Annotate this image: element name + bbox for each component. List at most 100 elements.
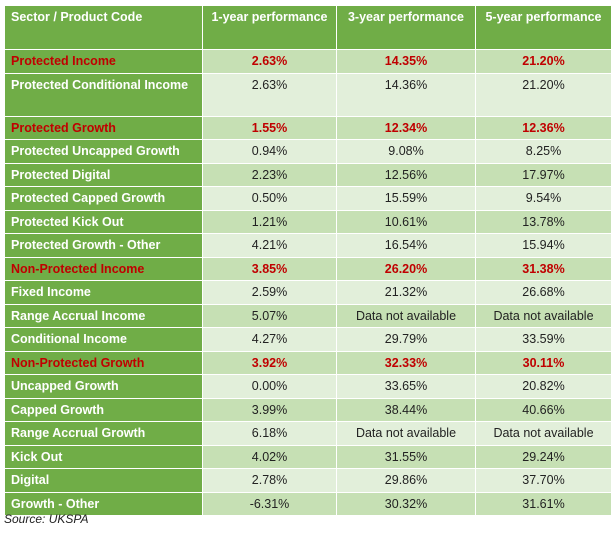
table-row: Uncapped Growth 0.00% 33.65% 20.82%: [4, 374, 612, 399]
table-row: Digital 2.78% 29.86% 37.70%: [4, 468, 612, 493]
cell-5-year: 13.78%: [475, 209, 612, 234]
row-label: Conditional Income: [4, 327, 203, 352]
table-row: Protected Income 2.63% 14.35% 21.20%: [4, 49, 612, 74]
cell-1-year: 1.55%: [202, 115, 337, 140]
table-row: Range Accrual Income 5.07% Data not availa…: [4, 303, 612, 328]
cell-1-year: 3.85%: [202, 256, 337, 281]
row-label: Fixed Income: [4, 280, 203, 305]
table-row: Protected Uncapped Growth 0.94% 9.08% 8.25%: [4, 139, 612, 164]
cell-3-year: 33.65%: [336, 374, 476, 399]
cell-5-year: 8.25%: [475, 139, 612, 164]
cell-3-year: 29.79%: [336, 327, 476, 352]
header-sector-product-code: Sector / Product Code: [4, 5, 203, 50]
row-label: Protected Income: [4, 49, 203, 74]
cell-3-year: 29.86%: [336, 468, 476, 493]
table-row: Protected Digital 2.23% 12.56% 17.97%: [4, 162, 612, 187]
cell-1-year: 2.23%: [202, 162, 337, 187]
cell-5-year: 31.38%: [475, 256, 612, 281]
cell-3-year: 21.32%: [336, 280, 476, 305]
cell-1-year: 4.27%: [202, 327, 337, 352]
cell-3-year: 9.08%: [336, 139, 476, 164]
cell-1-year: 3.92%: [202, 350, 337, 375]
performance-table: Sector / Product Code 1-year performance…: [4, 5, 612, 516]
cell-3-year: Data not available: [336, 303, 476, 328]
cell-5-year: Data not available: [475, 303, 612, 328]
cell-3-year: 38.44%: [336, 397, 476, 422]
cell-1-year: 1.21%: [202, 209, 337, 234]
cell-3-year: 16.54%: [336, 233, 476, 258]
row-label: Non-Protected Income: [4, 256, 203, 281]
row-label: Protected Digital: [4, 162, 203, 187]
header-3-year: 3-year performance: [336, 5, 476, 50]
cell-5-year: 33.59%: [475, 327, 612, 352]
row-label: Protected Conditional Income: [4, 72, 203, 117]
row-label: Protected Kick Out: [4, 209, 203, 234]
row-label: Protected Uncapped Growth: [4, 139, 203, 164]
table-row: Protected Kick Out 1.21% 10.61% 13.78%: [4, 209, 612, 234]
row-label: Protected Growth - Other: [4, 233, 203, 258]
header-5-year: 5-year performance: [475, 5, 612, 50]
table-row: Protected Growth - Other 4.21% 16.54% 15.94…: [4, 233, 612, 258]
cell-3-year: 14.35%: [336, 49, 476, 74]
row-label: Protected Growth: [4, 115, 203, 140]
row-label: Non-Protected Growth: [4, 350, 203, 375]
row-label: Uncapped Growth: [4, 374, 203, 399]
cell-3-year: 31.55%: [336, 444, 476, 469]
cell-1-year: 2.63%: [202, 72, 337, 117]
cell-5-year: 17.97%: [475, 162, 612, 187]
cell-3-year: 32.33%: [336, 350, 476, 375]
row-label: Range Accrual Income: [4, 303, 203, 328]
table-row: Growth - Other -6.31% 30.32% 31.61%: [4, 491, 612, 516]
cell-3-year: 30.32%: [336, 491, 476, 516]
cell-5-year: 21.20%: [475, 49, 612, 74]
cell-1-year: 3.99%: [202, 397, 337, 422]
cell-3-year: 12.56%: [336, 162, 476, 187]
cell-5-year: 15.94%: [475, 233, 612, 258]
cell-1-year: 2.63%: [202, 49, 337, 74]
row-label: Growth - Other: [4, 491, 203, 516]
cell-5-year: 20.82%: [475, 374, 612, 399]
row-label: Capped Growth: [4, 397, 203, 422]
cell-3-year: 10.61%: [336, 209, 476, 234]
row-label: Protected Capped Growth: [4, 186, 203, 211]
row-label: Kick Out: [4, 444, 203, 469]
cell-5-year: 37.70%: [475, 468, 612, 493]
table-row: Kick Out 4.02% 31.55% 29.24%: [4, 444, 612, 469]
cell-1-year: 4.02%: [202, 444, 337, 469]
table-row: Fixed Income 2.59% 21.32% 26.68%: [4, 280, 612, 305]
cell-5-year: 29.24%: [475, 444, 612, 469]
cell-1-year: 0.94%: [202, 139, 337, 164]
table-row: Protected Growth 1.55% 12.34% 12.36%: [4, 115, 612, 140]
cell-1-year: 5.07%: [202, 303, 337, 328]
cell-1-year: 4.21%: [202, 233, 337, 258]
cell-3-year: 14.36%: [336, 72, 476, 117]
table-row: Conditional Income 4.27% 29.79% 33.59%: [4, 327, 612, 352]
cell-1-year: 2.78%: [202, 468, 337, 493]
cell-3-year: Data not available: [336, 421, 476, 446]
table-row: Range Accrual Growth 6.18% Data not availa…: [4, 421, 612, 446]
cell-5-year: 12.36%: [475, 115, 612, 140]
cell-1-year: 2.59%: [202, 280, 337, 305]
table-header-row: Sector / Product Code 1-year performance…: [4, 5, 612, 50]
cell-1-year: -6.31%: [202, 491, 337, 516]
cell-5-year: 9.54%: [475, 186, 612, 211]
cell-3-year: 26.20%: [336, 256, 476, 281]
cell-1-year: 0.00%: [202, 374, 337, 399]
row-label: Digital: [4, 468, 203, 493]
cell-5-year: 26.68%: [475, 280, 612, 305]
row-label: Range Accrual Growth: [4, 421, 203, 446]
table-row: Capped Growth 3.99% 38.44% 40.66%: [4, 397, 612, 422]
cell-3-year: 12.34%: [336, 115, 476, 140]
cell-5-year: 30.11%: [475, 350, 612, 375]
source-note: Source: UKSPA: [4, 512, 89, 526]
table-row: Non-Protected Growth 3.92% 32.33% 30.11%: [4, 350, 612, 375]
table-row: Protected Conditional Income 2.63% 14.36% 2…: [4, 72, 612, 117]
table-row: Non-Protected Income 3.85% 26.20% 31.38%: [4, 256, 612, 281]
table-row: Protected Capped Growth 0.50% 15.59% 9.54%: [4, 186, 612, 211]
cell-5-year: 40.66%: [475, 397, 612, 422]
cell-5-year: 21.20%: [475, 72, 612, 117]
cell-1-year: 6.18%: [202, 421, 337, 446]
cell-1-year: 0.50%: [202, 186, 337, 211]
cell-5-year: Data not available: [475, 421, 612, 446]
